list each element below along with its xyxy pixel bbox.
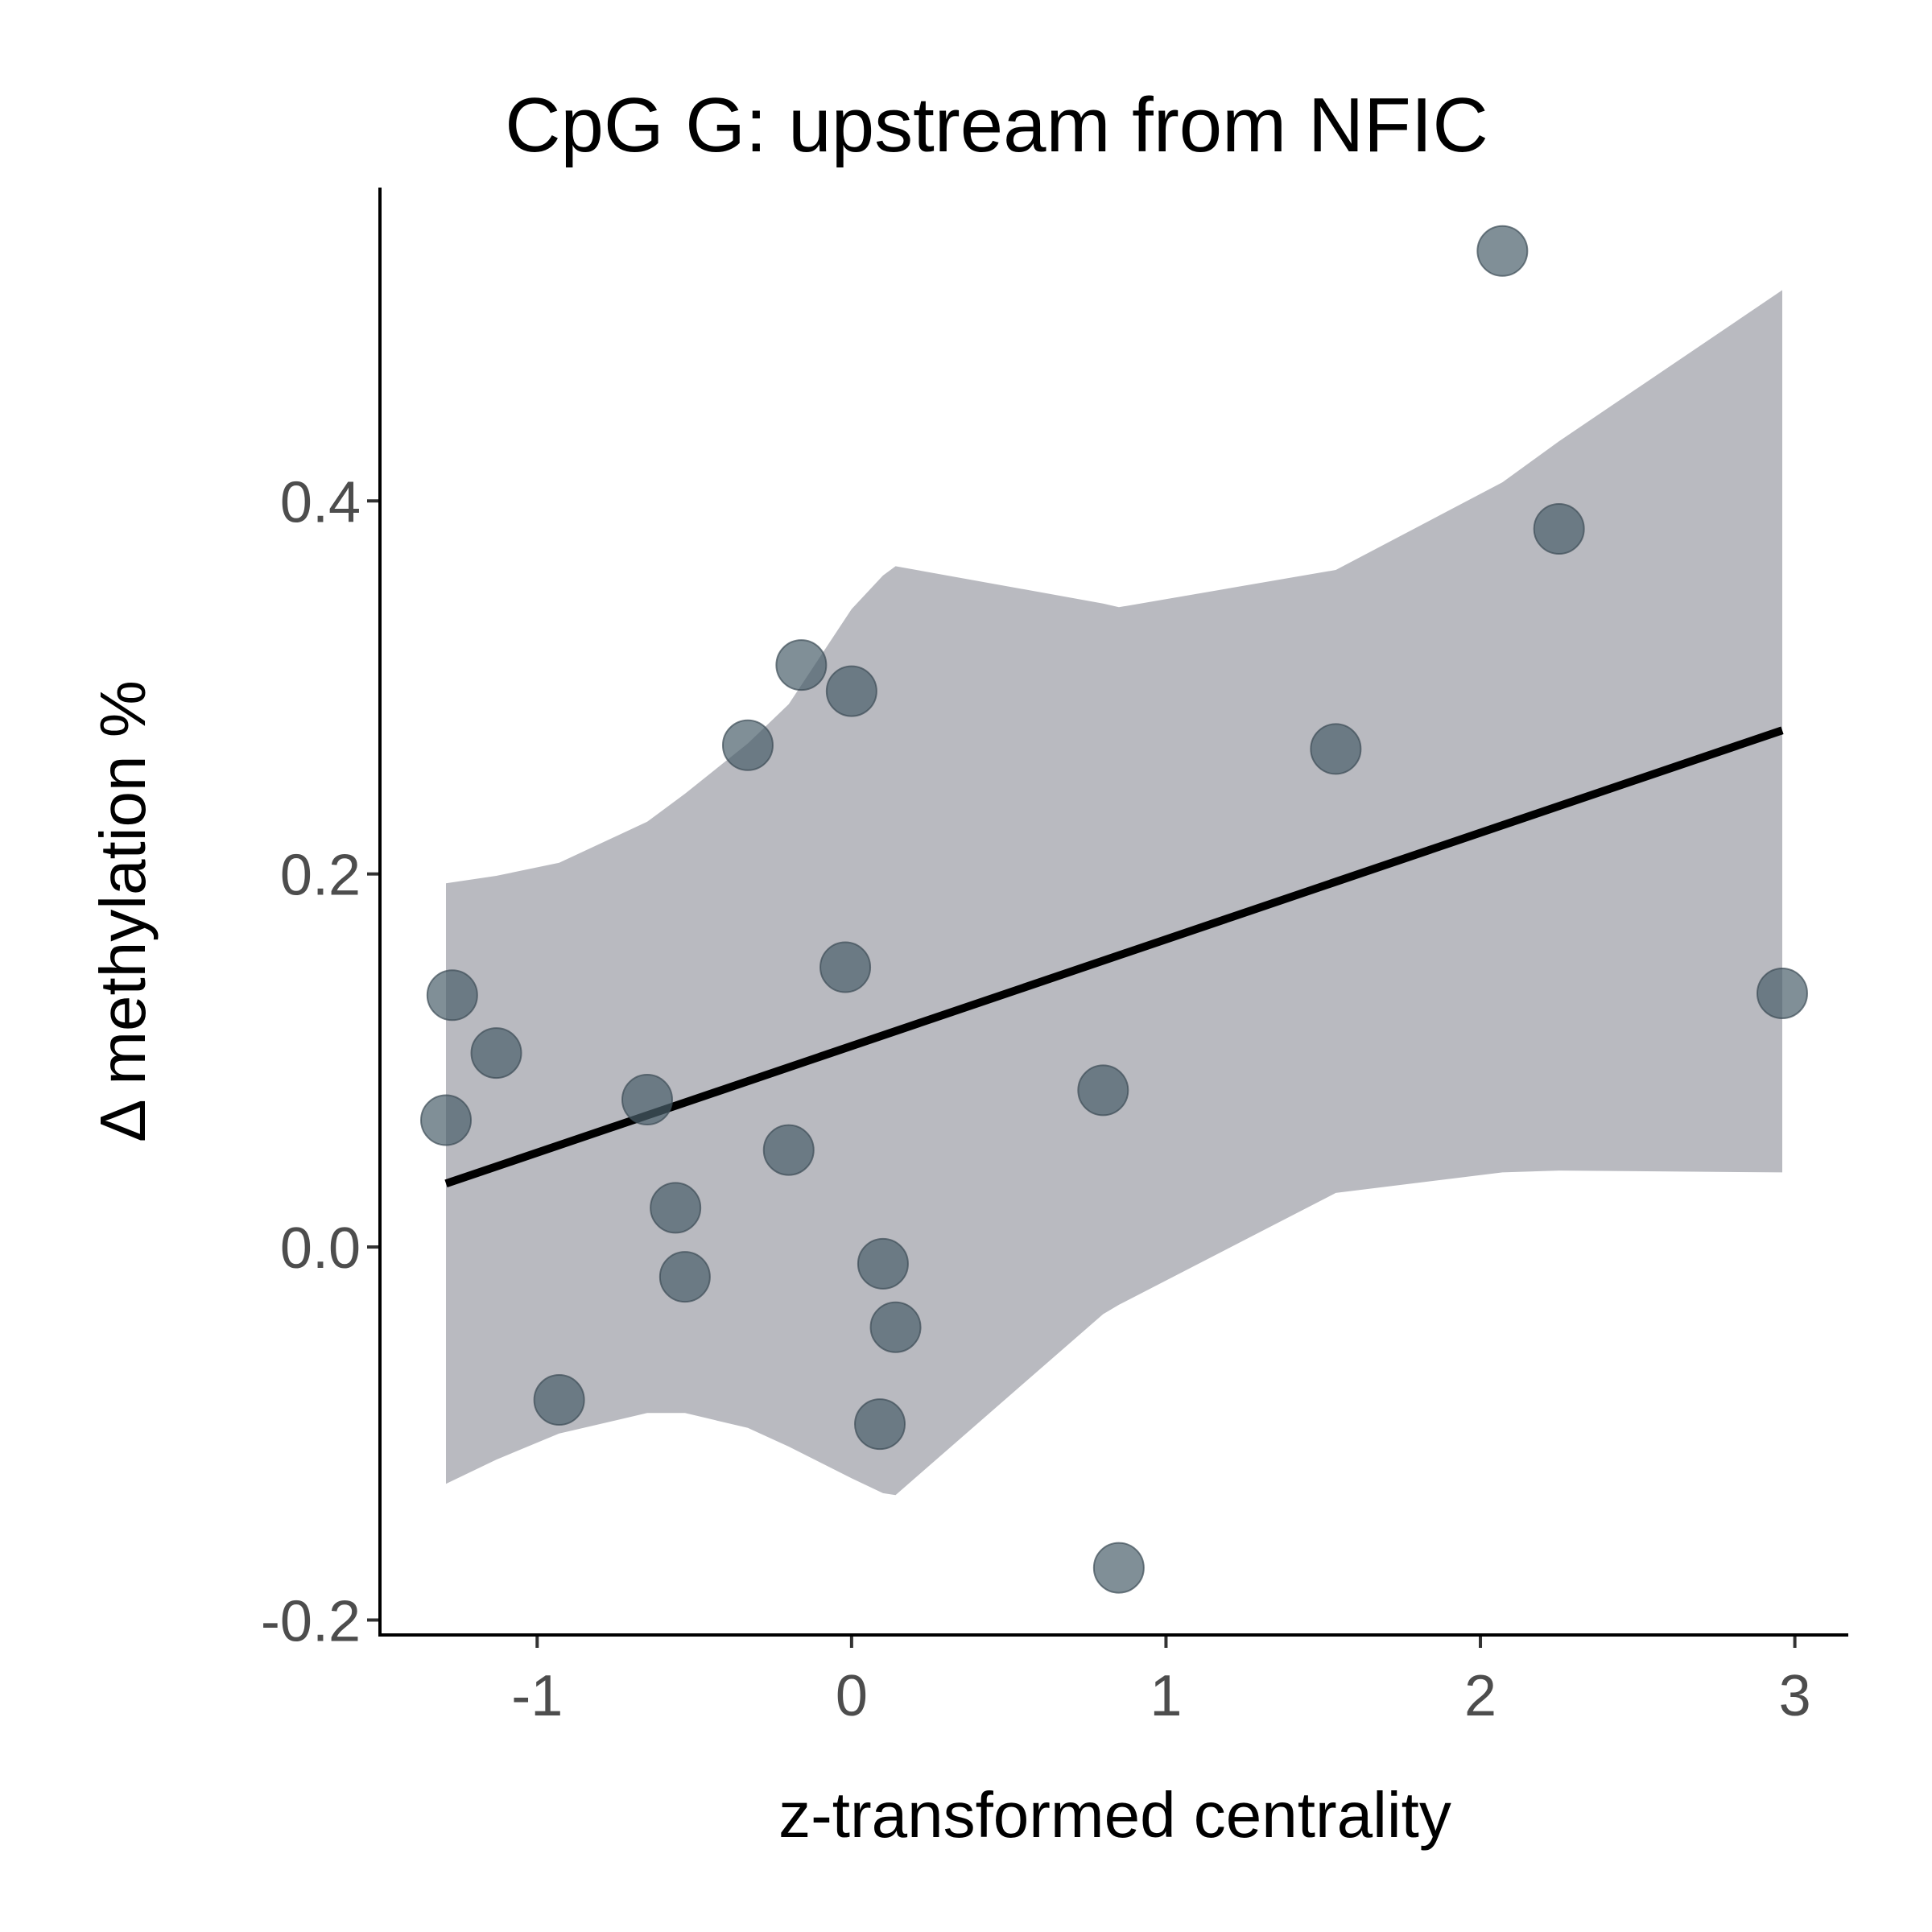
data-point bbox=[1756, 967, 1808, 1019]
data-point bbox=[621, 1074, 673, 1126]
x-tick-label: 1 bbox=[1150, 1664, 1182, 1728]
data-point bbox=[420, 1094, 473, 1146]
x-tick-label: 2 bbox=[1464, 1664, 1496, 1728]
data-point bbox=[1533, 503, 1585, 555]
data-point bbox=[762, 1124, 815, 1176]
chart-title: CpG G: upstream from NFIC bbox=[505, 82, 1488, 168]
data-point bbox=[1310, 723, 1362, 775]
y-tick-label: 0.2 bbox=[280, 844, 361, 908]
x-tick-label: 0 bbox=[836, 1664, 868, 1728]
data-point bbox=[1077, 1064, 1129, 1117]
data-point bbox=[819, 941, 872, 993]
data-points-layer bbox=[420, 225, 1808, 1594]
data-point bbox=[658, 1251, 711, 1303]
confidence-band bbox=[446, 290, 1782, 1496]
data-point bbox=[869, 1301, 922, 1353]
data-point bbox=[854, 1398, 906, 1451]
x-tick-label: 3 bbox=[1779, 1664, 1811, 1728]
confidence-band-layer bbox=[446, 290, 1782, 1496]
data-point bbox=[775, 639, 828, 691]
data-point bbox=[825, 665, 877, 717]
data-point bbox=[721, 719, 774, 771]
y-tick-label: 0.4 bbox=[280, 470, 361, 535]
data-point bbox=[470, 1027, 522, 1080]
data-point bbox=[857, 1237, 909, 1290]
y-tick-label: -0.2 bbox=[261, 1589, 361, 1653]
y-axis-ticks: -0.2 0.0 0.2 0.4 bbox=[261, 470, 378, 1653]
data-point bbox=[1092, 1542, 1145, 1594]
y-axis-title: Δ methylation % bbox=[87, 680, 159, 1142]
y-tick-label: 0.0 bbox=[280, 1216, 361, 1281]
x-axis-title: z-transformed centrality bbox=[778, 1779, 1451, 1851]
data-point bbox=[1476, 225, 1529, 277]
x-axis-ticks: -1 0 1 2 3 bbox=[511, 1637, 1811, 1728]
data-point bbox=[533, 1374, 585, 1426]
x-tick-label: -1 bbox=[511, 1664, 563, 1728]
data-point bbox=[650, 1182, 702, 1234]
data-point bbox=[426, 969, 478, 1022]
